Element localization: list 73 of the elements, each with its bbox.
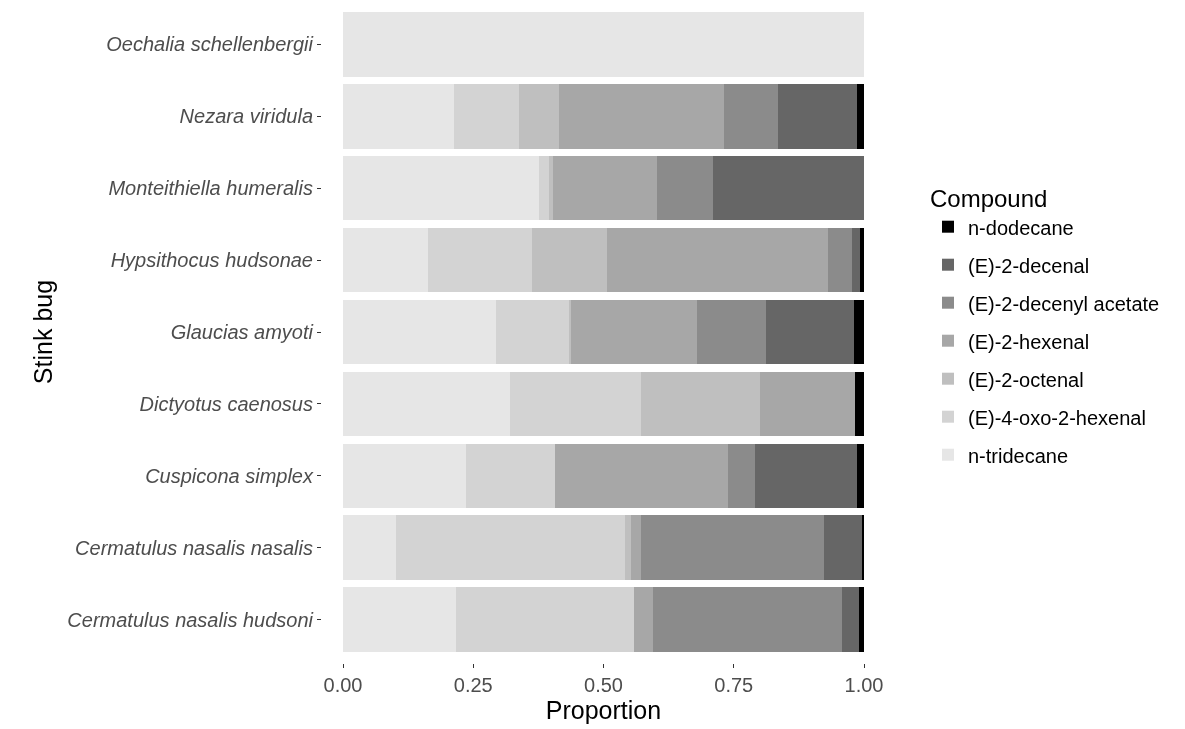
bar: [724, 83, 779, 149]
bar: [552, 155, 657, 221]
bar: [343, 371, 510, 437]
y-tick-label: Oechalia schellenbergii: [106, 33, 314, 56]
bar: [395, 515, 626, 581]
legend-label: (E)-2-hexenal: [968, 330, 1090, 353]
bar: [558, 83, 725, 149]
bar: [727, 443, 756, 509]
legend-label: n-dodecane: [968, 216, 1074, 239]
legend-label: (E)-2-decenyl acetate: [968, 292, 1160, 315]
bar: [554, 443, 728, 509]
bar: [860, 227, 864, 293]
bar: [755, 443, 858, 509]
bar: [759, 371, 856, 437]
bar: [634, 587, 653, 653]
legend-title: Compound: [930, 185, 1048, 213]
bar: [343, 515, 396, 581]
legend-label: n-tridecane: [968, 444, 1069, 467]
bar: [570, 299, 697, 365]
bar: [656, 155, 714, 221]
bar: [539, 155, 550, 221]
bar: [824, 515, 863, 581]
legend-label: (E)-2-decenal: [968, 254, 1090, 277]
bar: [630, 515, 642, 581]
bar: [428, 227, 533, 293]
bar: [466, 443, 555, 509]
bar: [766, 299, 854, 365]
bar: [841, 587, 859, 653]
x-tick-label: 0.00: [323, 674, 363, 696]
x-tick-label: 1.00: [844, 674, 884, 696]
bar: [641, 371, 760, 437]
bar: [496, 299, 570, 365]
y-tick-label: Monteithiella humeralis: [108, 177, 313, 200]
bar: [858, 587, 864, 653]
bar: [343, 11, 864, 77]
bar: [853, 299, 864, 365]
bar: [343, 227, 429, 293]
bar: [625, 515, 631, 581]
bar: [855, 371, 864, 437]
y-tick-label: Cermatulus nasalis nasalis: [75, 536, 313, 559]
bar: [343, 83, 455, 149]
bar: [343, 443, 467, 509]
bar: [696, 299, 767, 365]
bar: [456, 587, 635, 653]
bar: [509, 371, 642, 437]
bar: [454, 83, 520, 149]
x-axis-title: Proportion: [545, 696, 662, 724]
bar: [857, 83, 864, 149]
y-tick-label: Nezara viridula: [179, 105, 313, 128]
bar: [857, 443, 864, 509]
bar: [343, 299, 497, 365]
x-tick-label: 0.25: [453, 674, 493, 696]
legend-label: (E)-4-oxo-2-hexenal: [968, 406, 1146, 429]
x-tick-label: 0.50: [584, 674, 623, 696]
bar: [549, 155, 553, 221]
bar: [606, 227, 828, 293]
bar: [641, 515, 825, 581]
bar: [653, 587, 842, 653]
bar: [532, 227, 607, 293]
y-tick-label: Cermatulus nasalis hudsoni: [67, 608, 314, 631]
y-tick-label: Hypsithocus hudsonae: [110, 249, 313, 272]
y-tick-label: Dictyotus caenosus: [139, 392, 313, 415]
bar: [343, 587, 457, 653]
bar: [519, 83, 559, 149]
y-tick-label: Cuspicona simplex: [145, 464, 314, 487]
bar: [778, 83, 858, 149]
y-tick-label: Glaucias amyoti: [170, 321, 314, 343]
legend-label: (E)-2-octenal: [968, 368, 1084, 391]
bar: [343, 155, 540, 221]
bar: [713, 155, 864, 221]
bar: [827, 227, 852, 293]
x-tick-label: 0.75: [714, 674, 754, 696]
y-axis-title: Stink bug: [29, 279, 58, 385]
